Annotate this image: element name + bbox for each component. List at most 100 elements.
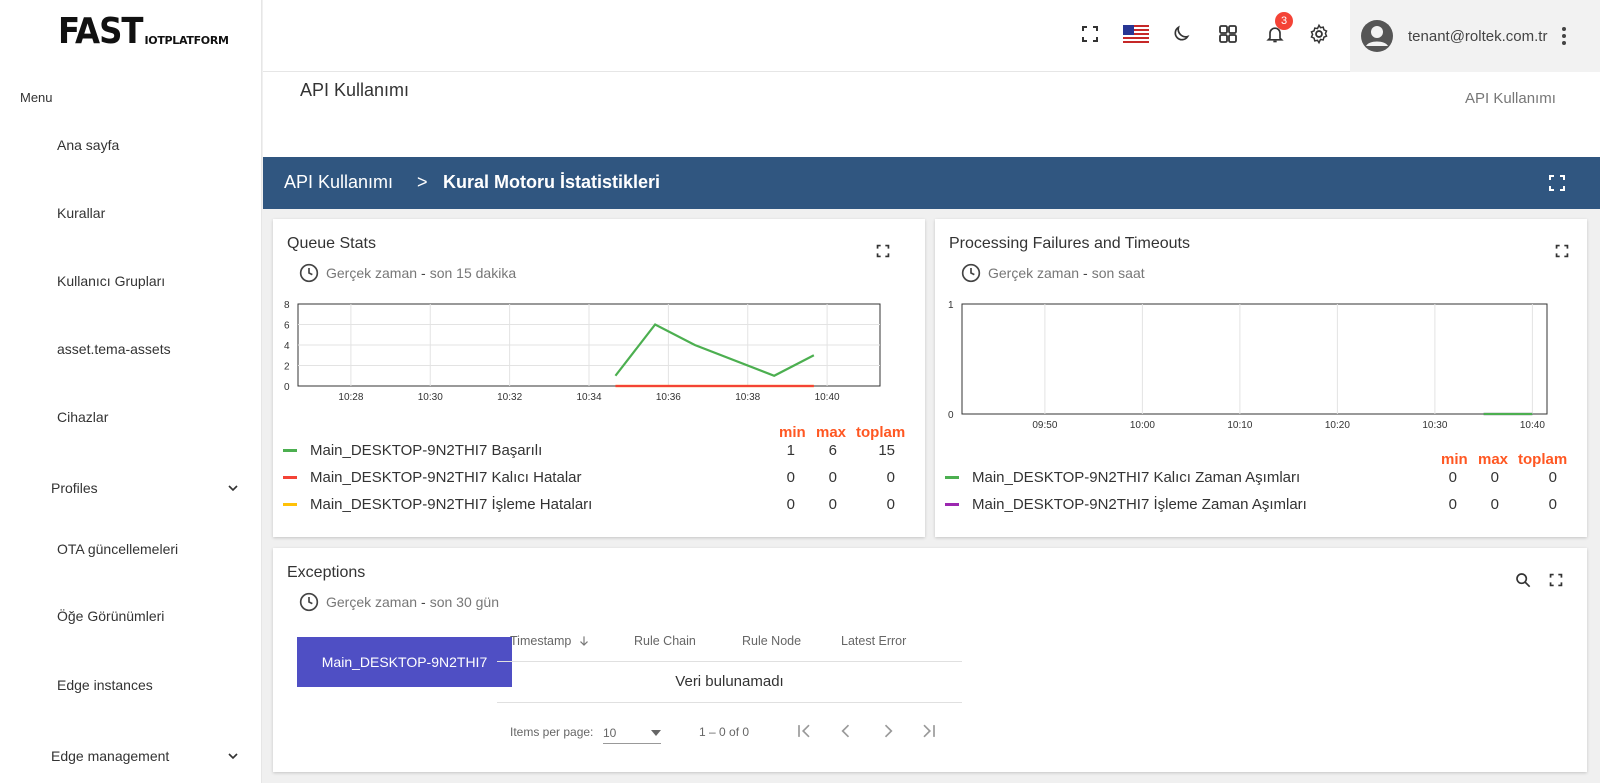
breadcrumb-separator: > (417, 172, 428, 192)
menu-heading: Menu (20, 90, 53, 105)
search-icon[interactable] (1513, 570, 1533, 590)
queue-stats-card: Queue Stats Gerçek zaman - son 15 dakika… (273, 219, 925, 537)
legend-item[interactable]: Main_DESKTOP-9N2THI7 Kalıcı Hatalar (283, 469, 582, 486)
legend-label: Main_DESKTOP-9N2THI7 Kalıcı Hatalar (310, 469, 582, 486)
last-page-icon[interactable] (919, 721, 939, 746)
previous-page-icon[interactable] (836, 721, 856, 746)
time-window[interactable]: Gerçek zaman - son saat (961, 263, 1145, 283)
fullscreen-icon[interactable] (1552, 241, 1572, 261)
x-tick-label: 10:40 (815, 392, 840, 403)
sidebar: FAST IOTPLATFORM Menu Ana sayfa Kurallar… (0, 0, 262, 783)
legend-value-total: 0 (886, 469, 895, 486)
more-vert-icon[interactable] (1561, 26, 1567, 46)
legend-value-max: 6 (828, 442, 837, 459)
legend-item[interactable]: Main_DESKTOP-9N2THI7 Başarılı (283, 442, 542, 459)
legend-color-swatch (283, 476, 297, 479)
sidebar-item-rules[interactable]: Kurallar (57, 205, 106, 221)
plot-frame (961, 303, 1548, 415)
column-header-label: Timestamp (510, 634, 572, 648)
queue-stats-chart: 0 2 4 6 8 10:28 10:30 10:32 10:34 10:36 10:38 10:40 (284, 300, 881, 403)
fullscreen-icon[interactable] (873, 241, 893, 261)
legend-color-swatch (283, 449, 297, 452)
dark-mode-icon[interactable] (1169, 22, 1193, 46)
x-tick-label: 10:00 (1130, 420, 1155, 431)
legend-value-max: 0 (1490, 469, 1499, 486)
empty-table-message: Veri bulunamadı (675, 672, 784, 690)
legend-item[interactable]: Main_DESKTOP-9N2THI7 İşleme Hataları (283, 496, 592, 513)
settings-gear-icon[interactable] (1307, 22, 1331, 46)
x-tick-label: 10:38 (735, 392, 760, 403)
sidebar-item-home[interactable]: Ana sayfa (57, 137, 120, 153)
legend-value-min: 0 (786, 496, 795, 513)
legend-header-min: min (1441, 451, 1468, 468)
time-window-value: son 15 dakika (429, 265, 517, 281)
legend-value-max: 0 (828, 469, 837, 486)
x-tick-label: 10:36 (656, 392, 681, 403)
legend-label: Main_DESKTOP-9N2THI7 İşleme Zaman Aşımla… (972, 496, 1307, 513)
items-per-page-label: Items per page: (510, 725, 594, 739)
legend-label: Main_DESKTOP-9N2THI7 Kalıcı Zaman Aşımla… (972, 469, 1301, 486)
y-tick-label: 8 (284, 300, 290, 311)
user-avatar-icon (1361, 20, 1393, 52)
legend-header-total: toplam (1518, 451, 1568, 468)
user-email: tenant@roltek.com.tr (1408, 27, 1548, 45)
y-tick-label: 2 (284, 362, 290, 373)
time-window-value: son saat (1091, 265, 1145, 281)
x-tick-label: 10:30 (418, 392, 443, 403)
page-title: API Kullanımı (300, 80, 410, 100)
time-window-prefix: Gerçek zaman (988, 265, 1080, 281)
sidebar-item-assets[interactable]: asset.tema-assets (57, 341, 171, 357)
legend-color-swatch (945, 503, 959, 506)
apps-grid-icon[interactable] (1216, 22, 1240, 46)
time-window-prefix: Gerçek zaman (326, 265, 418, 281)
exceptions-card: Exceptions Gerçek zaman - son 30 gün Mai… (273, 548, 1587, 772)
x-tick-label: 10:34 (576, 392, 601, 403)
fullscreen-icon[interactable] (1078, 22, 1102, 46)
fullscreen-icon[interactable] (1548, 174, 1566, 197)
logo[interactable]: FAST IOTPLATFORM (58, 14, 229, 50)
first-page-icon[interactable] (794, 721, 814, 746)
legend-value-max: 0 (1490, 496, 1499, 513)
entity-tab[interactable]: Main_DESKTOP-9N2THI7 (297, 637, 512, 687)
column-header-rule-node[interactable]: Rule Node (742, 634, 802, 648)
legend-value-total: 15 (878, 442, 895, 459)
time-window-value: son 30 gün (429, 594, 500, 610)
sidebar-item-entity-views[interactable]: Öğe Görünümleri (57, 608, 165, 624)
sidebar-item-ota[interactable]: OTA güncellemeleri (57, 541, 179, 557)
chevron-down-icon (228, 753, 238, 760)
time-window[interactable]: Gerçek zaman - son 30 gün (299, 592, 499, 612)
legend-color-swatch (283, 503, 297, 506)
y-tick-label: 0 (284, 382, 290, 393)
sidebar-item-devices[interactable]: Cihazlar (57, 409, 109, 425)
items-per-page-select[interactable]: 10 (603, 722, 661, 744)
y-tick-label: 1 (948, 300, 954, 311)
next-page-icon[interactable] (878, 721, 898, 746)
sidebar-item-edge-instances[interactable]: Edge instances (57, 677, 153, 693)
legend-value-min: 0 (1448, 469, 1457, 486)
legend-value-total: 0 (1548, 469, 1557, 486)
legend-item[interactable]: Main_DESKTOP-9N2THI7 İşleme Zaman Aşımla… (945, 496, 1307, 513)
legend-item[interactable]: Main_DESKTOP-9N2THI7 Kalıcı Zaman Aşımla… (945, 469, 1300, 486)
breadcrumb: API Kullanımı (1465, 90, 1556, 107)
fullscreen-icon[interactable] (1546, 570, 1566, 590)
time-window-dash: - (421, 265, 426, 281)
column-header-latest-error[interactable]: Latest Error (841, 634, 907, 648)
x-tick-label: 10:28 (338, 392, 363, 403)
sidebar-group-edge-management[interactable]: Edge management (51, 748, 241, 764)
sidebar-group-profiles[interactable]: Profiles (51, 480, 241, 496)
sidebar-item-user-groups[interactable]: Kullanıcı Grupları (57, 273, 166, 289)
user-menu[interactable]: tenant@roltek.com.tr (1350, 0, 1600, 72)
breadcrumb-parent[interactable]: API Kullanımı (284, 172, 394, 192)
card-title: Queue Stats (287, 235, 376, 252)
time-window-prefix: Gerçek zaman (326, 594, 418, 610)
notifications-bell-icon[interactable] (1263, 22, 1287, 46)
us-flag-icon[interactable] (1122, 22, 1150, 46)
column-header-rule-chain[interactable]: Rule Chain (634, 634, 696, 648)
time-window[interactable]: Gerçek zaman - son 15 dakika (299, 263, 516, 283)
page-header (263, 72, 1600, 157)
legend-value-min: 0 (1448, 496, 1457, 513)
pagination-range: 1 – 0 of 0 (699, 725, 750, 739)
x-tick-label: 10:30 (1422, 420, 1447, 431)
legend-header-min: min (779, 424, 806, 441)
column-header-timestamp[interactable]: Timestamp (510, 634, 591, 648)
